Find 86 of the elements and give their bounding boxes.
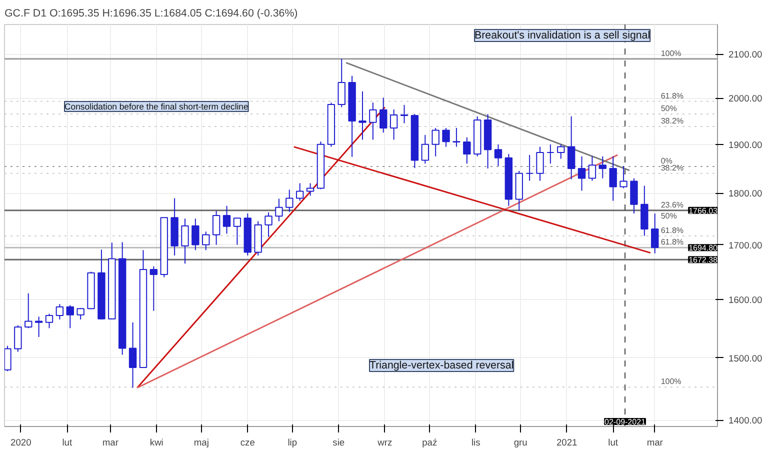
candlestick — [56, 304, 64, 320]
candlestick — [598, 156, 606, 179]
candlestick — [264, 212, 272, 238]
candlestick — [34, 316, 43, 338]
x-tick-label: maj — [194, 438, 209, 448]
candlestick — [212, 210, 220, 246]
candlestick — [4, 345, 12, 372]
chart-title: GC.F D1 O:1695.35 H:1696.35 L:1684.05 C:1694.60 (-0.36%) — [4, 8, 298, 20]
candlestick — [546, 144, 554, 164]
candlestick — [275, 198, 283, 222]
candlestick — [222, 205, 231, 234]
candlestick — [452, 127, 460, 148]
candlestick — [432, 127, 440, 157]
y-tick-label: 1700.00 — [728, 240, 762, 250]
x-tick-label: 2021 — [556, 438, 578, 448]
candlestick — [536, 146, 544, 182]
candlestick — [578, 156, 586, 192]
candlestick — [150, 266, 158, 312]
x-tick-label: mar — [102, 438, 118, 448]
annotation: Consolidation before the final short-term decline — [64, 102, 248, 112]
x-tick-label: wrz — [376, 438, 392, 448]
candlestick — [567, 116, 576, 180]
y-tick-label: 1800.00 — [728, 188, 762, 199]
candlestick — [630, 178, 638, 214]
candlestick — [463, 136, 471, 164]
x-tick-label: lut — [608, 438, 618, 448]
candlestick — [400, 104, 408, 124]
x-tick-label: mar — [646, 438, 663, 448]
annotation: 38.2% — [660, 116, 684, 126]
candlestick — [526, 154, 534, 182]
candlestick — [306, 182, 314, 196]
ref-line-label: 1672.38 — [688, 256, 718, 265]
candlestick — [358, 90, 366, 140]
annotation: 0% — [660, 156, 672, 166]
candlestick — [557, 144, 565, 160]
candlestick — [380, 97, 388, 134]
ref-line-label: 02-09-2021 — [604, 418, 646, 426]
x-tick-label: lis — [471, 438, 481, 448]
candlestick — [192, 218, 200, 251]
annotation: 50% — [660, 211, 677, 220]
candlestick — [45, 313, 54, 329]
candlestick — [128, 322, 137, 388]
annotation: 23.6% — [660, 200, 684, 210]
candlestick — [369, 102, 377, 140]
x-tick-label: lip — [288, 438, 298, 448]
annotation: 100% — [660, 48, 682, 58]
candlestick — [24, 292, 32, 329]
annotation: 61.8% — [660, 91, 684, 100]
candlestick — [442, 127, 450, 148]
candlestick — [620, 166, 628, 189]
annotation: 38.2% — [660, 163, 684, 172]
x-tick-label: sie — [332, 438, 345, 448]
ref-line-label: 1766.03 — [688, 206, 718, 216]
x-tick-label: 2020 — [10, 438, 32, 448]
candlestick — [286, 189, 294, 212]
x-tick-label: kwi — [150, 438, 164, 448]
y-tick-label: 1400.00 — [728, 416, 762, 426]
candlestick — [494, 144, 502, 167]
x-tick-label: gru — [514, 438, 528, 448]
ref-line-label: 1694.80 — [688, 244, 718, 253]
y-tick-label: 1900.00 — [728, 140, 762, 150]
annotation: 61.8% — [660, 237, 684, 246]
candlestick — [76, 308, 84, 320]
x-tick-label: lut — [62, 438, 72, 448]
y-tick-label: 2100.00 — [728, 50, 762, 60]
candlestick — [296, 182, 304, 202]
candlestick — [66, 304, 74, 329]
x-tick-label: cze — [240, 438, 255, 448]
candlestick — [650, 213, 659, 254]
annotation: 61.8% — [660, 226, 684, 235]
annotation: 100% — [660, 377, 682, 386]
candlestick — [609, 156, 617, 202]
y-tick-label: 1500.00 — [728, 353, 762, 364]
candlestick — [202, 231, 210, 251]
x-tick-label: paź — [422, 438, 438, 448]
candlestick — [588, 156, 596, 182]
candlestick — [421, 134, 429, 164]
candlestick — [390, 108, 398, 140]
candlestick — [233, 218, 242, 246]
y-tick-label: 2000.00 — [728, 94, 762, 104]
candlestick — [181, 218, 189, 264]
candlestick — [14, 324, 22, 352]
annotation: Breakout's invalidation is a sell signal — [474, 30, 650, 42]
candlestick — [338, 58, 346, 108]
annotation: 50% — [660, 104, 677, 114]
y-tick-label: 1600.00 — [728, 295, 762, 306]
